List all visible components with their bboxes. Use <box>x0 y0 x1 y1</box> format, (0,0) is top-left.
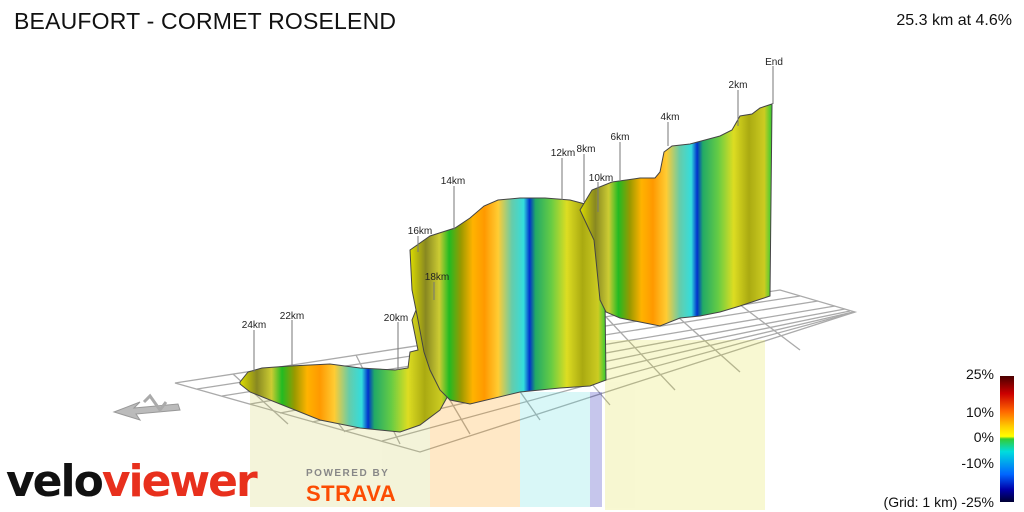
legend-label-top: 25% <box>965 366 994 382</box>
marker-end: End <box>765 57 783 68</box>
legend-label-minus10: -10% <box>961 455 994 471</box>
marker-24km: 24km <box>242 320 266 331</box>
marker-14km: 14km <box>441 176 465 187</box>
gradient-color-scale <box>1000 376 1014 502</box>
marker-18km: 18km <box>425 272 449 283</box>
marker-6km: 6km <box>611 132 630 143</box>
route-summary: 25.3 km at 4.6% <box>896 12 1012 29</box>
profile-back-section <box>579 103 773 327</box>
veloviewer-logo[interactable]: veloviewer <box>6 456 258 507</box>
powered-by-label: POWERED BY <box>306 468 390 479</box>
north-arrow-icon <box>112 393 181 421</box>
marker-stems <box>253 66 774 372</box>
marker-20km: 20km <box>384 313 408 324</box>
marker-22km: 22km <box>280 311 304 322</box>
marker-12km: 12km <box>551 148 575 159</box>
page-title: BEAUFORT - CORMET ROSELEND <box>14 8 397 34</box>
legend-label-10: 10% <box>965 404 994 420</box>
marker-8km: 8km <box>577 144 596 155</box>
legend-label-0: 0% <box>973 429 994 445</box>
profile-middle-section <box>409 197 607 405</box>
strava-logo[interactable]: STRAVA <box>306 481 397 506</box>
marker-16km: 16km <box>408 226 432 237</box>
marker-2km: 2km <box>729 80 748 91</box>
gradient-legend: 25% 10% 0% -10% (Grid: 1 km) -25% <box>884 366 1016 512</box>
marker-10km: 10km <box>589 173 613 184</box>
legend-label-bottom: (Grid: 1 km) -25% <box>883 494 994 510</box>
marker-4km: 4km <box>661 112 680 123</box>
